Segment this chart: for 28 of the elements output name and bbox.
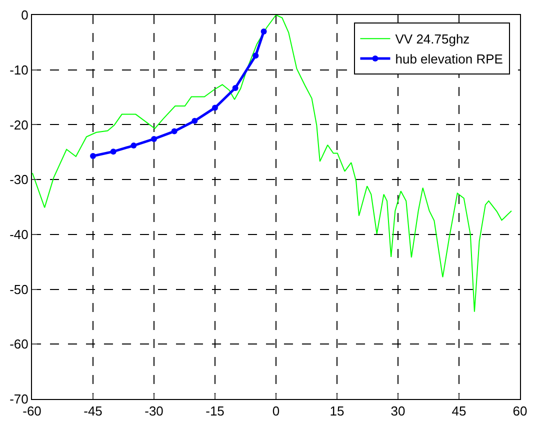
x-tick-label: -15 — [206, 404, 224, 419]
y-tick-label: -30 — [10, 172, 28, 188]
x-tick-label: 45 — [452, 404, 466, 419]
point — [260, 28, 267, 34]
y-tick-label: -40 — [10, 226, 28, 242]
x-tick-label: -45 — [84, 404, 102, 419]
x-tick-label: 0 — [272, 404, 280, 419]
x-tick-label: 15 — [330, 404, 344, 419]
point — [212, 104, 218, 111]
point — [151, 136, 157, 142]
point — [110, 148, 116, 155]
line-series — [32, 15, 512, 312]
legend-label: VV 24.75ghz — [395, 32, 470, 47]
x-tick-label: 30 — [390, 404, 406, 419]
x-tick-label: -30 — [144, 404, 164, 419]
point — [90, 152, 96, 159]
point — [232, 84, 238, 91]
y-tick-label: -20 — [10, 117, 28, 132]
y-tick-label: -10 — [10, 62, 28, 78]
point — [252, 52, 259, 59]
y-tick-label: -60 — [10, 336, 28, 352]
legend-label: hub elevation RPE — [395, 52, 504, 67]
point — [171, 128, 178, 134]
y-tick-label: 0 — [21, 8, 28, 23]
point — [130, 142, 137, 149]
y-tick-label: -50 — [10, 282, 28, 297]
point — [192, 118, 198, 124]
x-tick-label: 60 — [512, 404, 528, 419]
